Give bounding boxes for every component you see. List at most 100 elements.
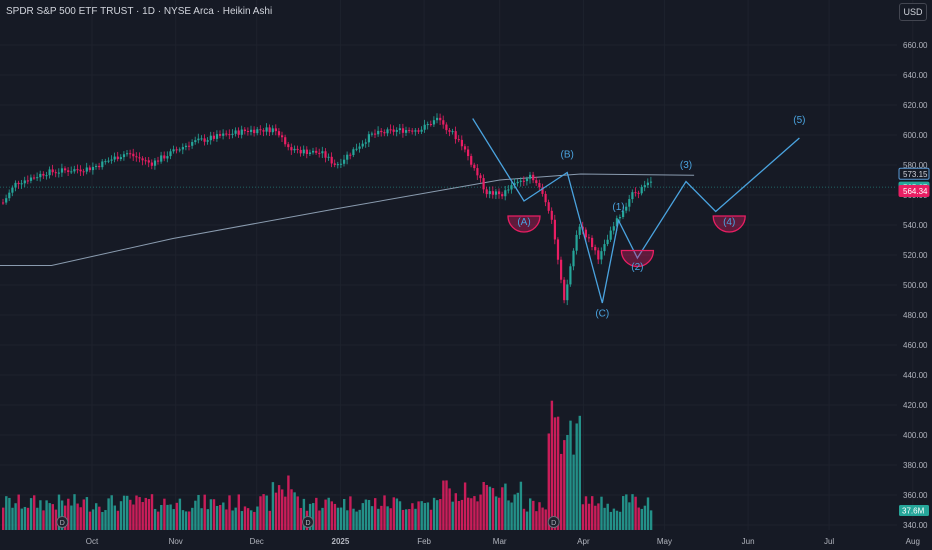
- price-tick-label: 460.00: [903, 341, 928, 350]
- volume-bar: [39, 500, 42, 530]
- volume-bar: [491, 488, 495, 530]
- price-tick-label: 440.00: [903, 371, 928, 380]
- volume-bar: [578, 415, 581, 530]
- candle-body: [57, 172, 60, 174]
- time-tick-label: Apr: [577, 537, 590, 546]
- volume-bar: [116, 510, 120, 530]
- currency-button[interactable]: USD: [899, 3, 927, 21]
- candle-body: [268, 127, 271, 133]
- candle-body: [271, 128, 274, 133]
- dividend-marker: [547, 516, 560, 528]
- volume-bar: [423, 502, 426, 530]
- volume-bar: [631, 494, 634, 530]
- volume-bar: [395, 498, 399, 530]
- volume-bar: [191, 507, 194, 530]
- volume-bar: [457, 500, 461, 530]
- volume-bar: [209, 499, 213, 530]
- volume-bar: [70, 505, 73, 530]
- volume-bar: [507, 500, 510, 530]
- candle-body: [516, 181, 519, 184]
- candle-body: [138, 157, 141, 159]
- volume-bar: [60, 500, 64, 530]
- candle-body: [600, 251, 603, 260]
- candles-layer: [2, 113, 653, 306]
- candle-body: [575, 234, 578, 251]
- candle-body: [321, 151, 324, 154]
- candle-body: [85, 167, 88, 172]
- projection-bowl: [712, 215, 746, 233]
- volume-bar: [169, 504, 172, 530]
- candle-body: [532, 174, 535, 181]
- candle-body: [104, 161, 107, 163]
- volume-bar: [172, 509, 175, 530]
- volume-bar: [197, 494, 200, 530]
- volume-bar: [5, 496, 8, 530]
- volume-bar: [346, 510, 349, 530]
- candle-body: [479, 175, 482, 179]
- candle-body: [95, 165, 98, 167]
- volume-bar: [358, 509, 361, 530]
- candle-body: [166, 156, 169, 159]
- volume-bar: [640, 508, 643, 530]
- volume-bar: [463, 482, 467, 530]
- time-tick-label: Jun: [742, 537, 755, 546]
- volume-bar: [327, 497, 330, 530]
- volume-bar: [417, 501, 420, 530]
- candle-body: [315, 150, 318, 153]
- price-tick-label: 600.00: [903, 131, 928, 140]
- candle-body: [181, 147, 184, 150]
- candle-body: [553, 219, 556, 240]
- volume-bar: [377, 508, 380, 530]
- candle-body: [284, 137, 287, 145]
- candle-body: [296, 148, 299, 150]
- volume-bar: [110, 495, 113, 530]
- candle-body: [383, 132, 386, 134]
- candle-body: [398, 128, 401, 131]
- candle-body: [631, 192, 634, 200]
- time-axis[interactable]: Oct Nov Dec 2025 Feb Mar Apr May Jun Jul Aug: [86, 537, 920, 546]
- time-tick-label: 2025: [332, 537, 350, 546]
- volume-bar: [603, 507, 606, 530]
- candle-body: [23, 180, 26, 184]
- volume-bar: [628, 502, 631, 530]
- volume-bar: [339, 507, 343, 530]
- candle-body: [544, 193, 547, 203]
- volume-bar: [51, 504, 54, 530]
- volume-bar: [370, 506, 374, 530]
- candle-body: [194, 140, 197, 143]
- volume-bar: [544, 509, 547, 530]
- candle-body: [191, 142, 194, 146]
- volume-bar: [541, 507, 544, 530]
- volume-bar: [293, 492, 296, 530]
- volume-bar: [14, 503, 17, 530]
- volume-bar: [82, 499, 85, 530]
- price-axis[interactable]: 660.00640.00620.00600.00580.00560.00540.…: [898, 41, 930, 530]
- volume-bar: [336, 507, 340, 530]
- candle-body: [522, 180, 525, 182]
- candle-body: [426, 124, 429, 126]
- volume-bar: [494, 496, 498, 530]
- price-tick-label: 340.00: [903, 521, 928, 530]
- volume-bar: [597, 503, 600, 530]
- volume-bar: [529, 498, 532, 530]
- volume-bar: [600, 496, 603, 530]
- candle-body: [147, 160, 150, 163]
- candle-body: [45, 175, 48, 177]
- volume-bar: [343, 498, 346, 530]
- candle-body: [352, 149, 355, 156]
- volume-bar: [609, 511, 612, 530]
- candle-body: [20, 183, 23, 185]
- candle-body: [54, 172, 57, 174]
- volume-bar: [355, 511, 358, 530]
- volume-bar: [237, 494, 240, 530]
- candle-body: [454, 131, 457, 140]
- candle-body: [141, 158, 144, 161]
- volume-bar: [516, 492, 519, 530]
- candle-body: [237, 130, 240, 135]
- volume-tag-label: 37.6M: [902, 507, 925, 516]
- candle-body: [312, 150, 315, 153]
- volume-bar: [57, 494, 61, 530]
- candle-body: [640, 187, 643, 194]
- candle-body: [578, 226, 581, 235]
